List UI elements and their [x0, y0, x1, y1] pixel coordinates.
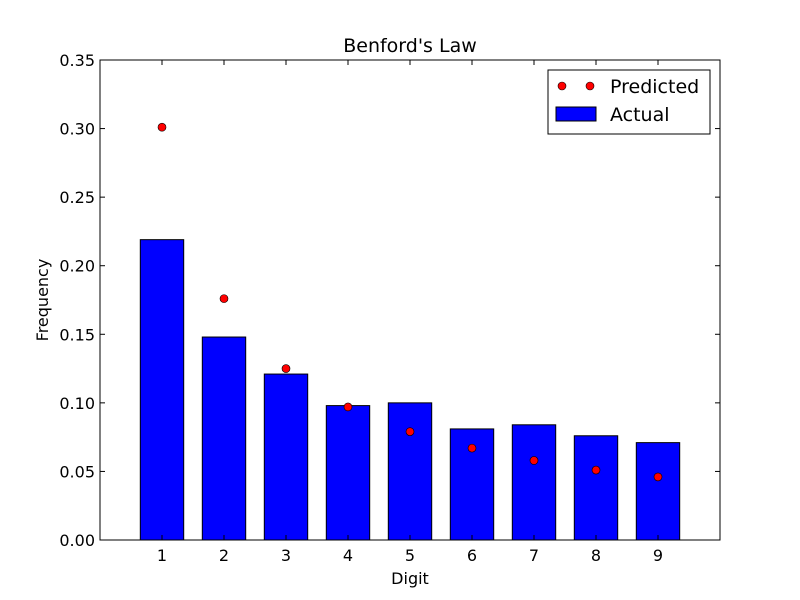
point-predicted-2	[219, 294, 229, 303]
bar-actual-8	[573, 435, 619, 541]
bar-actual-7	[511, 424, 557, 541]
x-tick-label: 2	[219, 546, 229, 565]
point-predicted-8	[591, 465, 601, 475]
x-tick-label: 5	[405, 546, 415, 565]
legend-box	[547, 69, 711, 135]
y-tick-label: 0.25	[59, 188, 95, 207]
x-tick-label: 8	[591, 546, 601, 565]
chart-title: Benford's Law	[343, 35, 477, 57]
points-layer	[157, 122, 663, 482]
x-tick-label: 6	[467, 546, 477, 565]
legend: Predicted Actual	[547, 69, 711, 135]
legend-marker-predicted	[585, 81, 595, 91]
x-tick-label: 9	[653, 546, 663, 565]
y-axis-label: Frequency	[33, 259, 52, 342]
point-predicted-7	[529, 456, 539, 465]
y-tick-label: 0.15	[59, 325, 95, 344]
x-axis-label: Digit	[391, 569, 429, 588]
legend-swatch-actual	[555, 106, 597, 122]
legend-label-actual: Actual	[610, 104, 670, 126]
y-tick-label: 0.30	[59, 120, 95, 139]
y-tick-label: 0.35	[59, 51, 95, 70]
y-tick-label: 0.10	[59, 394, 95, 413]
x-tick-label: 3	[281, 546, 291, 565]
x-tick-label: 4	[343, 546, 353, 565]
y-tick-label: 0.20	[59, 257, 95, 276]
bar-actual-3	[263, 373, 309, 541]
bars-layer	[139, 239, 681, 541]
point-predicted-4	[343, 402, 353, 412]
legend-label-predicted: Predicted	[610, 76, 699, 98]
y-tick-label: 0.00	[59, 531, 95, 550]
y-tick-label: 0.05	[59, 462, 95, 481]
point-predicted-5	[405, 427, 415, 436]
bar-actual-2	[201, 336, 247, 541]
point-predicted-6	[467, 443, 477, 453]
x-tick-label: 1	[157, 546, 167, 565]
point-predicted-1	[157, 122, 167, 132]
point-predicted-9	[653, 472, 663, 482]
bar-actual-5	[387, 402, 433, 541]
legend-marker-predicted	[557, 81, 567, 91]
point-predicted-3	[281, 364, 291, 373]
bar-actual-4	[325, 405, 371, 541]
x-tick-label: 7	[529, 546, 539, 565]
bar-actual-9	[635, 442, 681, 541]
bar-actual-1	[139, 239, 185, 541]
ticks-layer: 1 2 3 4 5 6 7 8 9 0.00 0.05 0.10 0.15 0.20 0.25 0.30 0.3…	[59, 51, 720, 565]
